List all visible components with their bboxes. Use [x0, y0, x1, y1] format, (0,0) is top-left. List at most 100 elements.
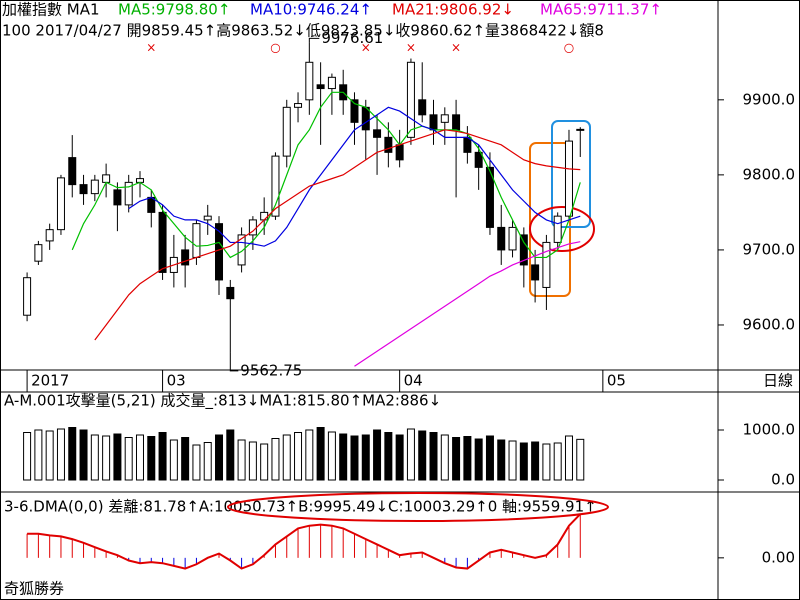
- candle-body: [418, 99, 427, 116]
- volume-bar: [497, 439, 506, 481]
- volume-bar: [339, 433, 348, 481]
- highlight-ellipse: [529, 206, 595, 252]
- volume-bar: [485, 435, 494, 481]
- volume-bar: [226, 429, 235, 481]
- candle-body: [564, 140, 573, 217]
- volume-bar: [576, 438, 585, 481]
- volume-bar: [271, 438, 280, 481]
- dma-line: [27, 513, 581, 570]
- header-ma10: MA10:9746.24↑: [250, 1, 372, 19]
- volume-bar: [23, 432, 32, 481]
- candle-body: [282, 106, 291, 157]
- volume-bar: [113, 433, 122, 481]
- candle-body: [452, 114, 461, 131]
- volume-bar: [248, 441, 257, 481]
- candle-body: [361, 106, 370, 131]
- volume-bar: [327, 431, 336, 481]
- volume-bar: [350, 435, 359, 481]
- volume-bar: [373, 429, 382, 481]
- volume-bar: [192, 444, 201, 481]
- candle-body: [181, 249, 190, 266]
- volume-bar: [215, 434, 224, 481]
- candle-body: [124, 181, 133, 206]
- candle-body: [406, 61, 415, 138]
- candle-body: [203, 215, 212, 221]
- candle-body: [102, 174, 111, 183]
- volume-bar: [147, 436, 156, 481]
- x-tick-label: 05: [607, 372, 626, 390]
- volume-bar: [316, 427, 325, 481]
- max-leader: [308, 37, 320, 43]
- candle-body: [34, 244, 43, 262]
- volume-bar: [90, 434, 99, 481]
- x-tick-label: 2017: [31, 372, 69, 390]
- volume-bar: [564, 435, 573, 481]
- volume-bar: [68, 427, 77, 481]
- y-tick-label: 9900.0: [743, 90, 796, 108]
- candle-body: [553, 215, 562, 243]
- ma-line: [128, 106, 581, 247]
- candle-body: [440, 114, 449, 123]
- x-tick-label: 04: [404, 372, 423, 390]
- volume-bar: [519, 442, 528, 481]
- candle-body: [192, 223, 201, 258]
- volume-bar: [237, 439, 246, 481]
- candle-body: [294, 103, 303, 108]
- volume-bar: [429, 432, 438, 481]
- candle-body: [79, 184, 88, 195]
- candle-body: [237, 234, 246, 266]
- y-tick-label: 9700.0: [743, 240, 796, 258]
- header-ma21: MA21:9806.92↓: [392, 1, 514, 19]
- volume-bar: [440, 434, 449, 481]
- volume-bar: [79, 429, 88, 481]
- footer-brand: 奇狐勝券: [4, 580, 64, 598]
- y-tick-label: 0.00: [762, 548, 795, 566]
- volume-bar: [474, 438, 483, 481]
- header-ma65: MA65:9711.37↑: [540, 1, 662, 19]
- y-tick-label: 1000.0: [743, 421, 796, 439]
- candle-body: [68, 157, 77, 186]
- volume-bar: [384, 432, 393, 481]
- candle-body: [90, 179, 99, 195]
- volume-bar: [56, 428, 65, 481]
- signal-mark: ×: [361, 41, 371, 55]
- header-ma5: MA5:9798.80↑: [118, 1, 230, 19]
- candle-body: [508, 226, 517, 251]
- volume-bar: [508, 440, 517, 481]
- volume-bar: [452, 437, 461, 481]
- y-tick-label: 0.0: [771, 471, 795, 489]
- candle-body: [373, 129, 382, 138]
- volume-bar: [203, 442, 212, 481]
- ma-line: [94, 129, 581, 341]
- candle-body: [327, 76, 336, 90]
- candle-body: [384, 136, 393, 153]
- volume-bar: [305, 429, 314, 481]
- ma-line: [354, 241, 581, 367]
- volume-bar: [45, 430, 54, 481]
- volume-bar: [361, 434, 370, 481]
- volume-bar: [406, 428, 415, 481]
- header-name: 加權指數 MA1: [2, 1, 100, 19]
- signal-mark: ○: [270, 41, 280, 55]
- y-tick-label: 9800.0: [743, 165, 796, 183]
- header-quote: 100 2017/04/27 開9859.45↑高9863.52↓低9823.8…: [2, 22, 604, 40]
- candle-body: [531, 264, 540, 281]
- signal-mark: ○: [564, 41, 574, 55]
- period-label: 日線: [763, 372, 793, 390]
- signal-mark: ×: [406, 41, 416, 55]
- volume-bar: [553, 442, 562, 481]
- candle-body: [350, 99, 359, 123]
- volume-bar: [135, 434, 144, 481]
- candle-body: [271, 155, 280, 217]
- candle-body: [576, 128, 585, 131]
- ma-line: [71, 91, 581, 259]
- signal-mark: ×: [451, 41, 461, 55]
- max-label: 9976.61: [321, 29, 383, 47]
- volume-bar: [260, 443, 269, 481]
- candle-body: [113, 189, 122, 206]
- volume-bar: [542, 443, 551, 481]
- highlight-ellipse: [227, 492, 609, 522]
- candle-body: [474, 151, 483, 168]
- volume-bar: [169, 439, 178, 481]
- y-tick-label: 9600.0: [743, 315, 796, 333]
